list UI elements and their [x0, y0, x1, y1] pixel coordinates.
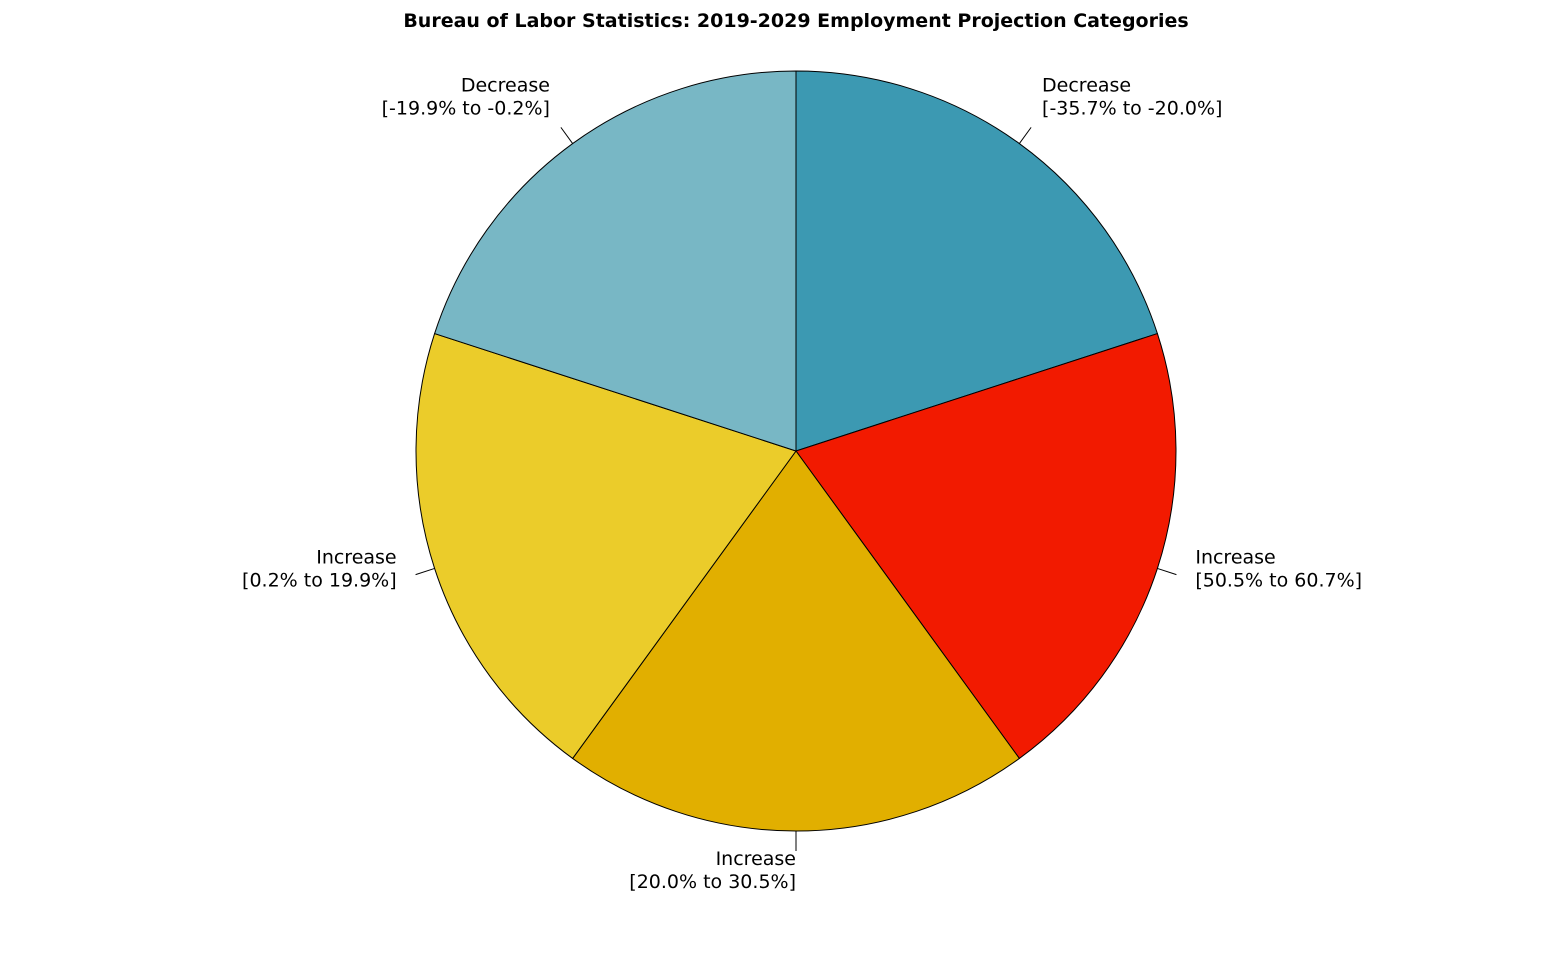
slice-label-tick — [1018, 127, 1032, 144]
pie-slice — [433, 70, 797, 452]
pie-slices — [415, 70, 1177, 832]
slice-label-category: Increase — [716, 848, 796, 870]
slice-label-category: Increase — [1195, 546, 1275, 568]
slice-label-range: [0.2% to 19.9%] — [242, 569, 397, 591]
pie-slice — [795, 70, 1159, 452]
slice-label-range: [-19.9% to -0.2%] — [382, 98, 550, 120]
slice-label-range: [20.0% to 30.5%] — [629, 871, 796, 893]
pie-slice — [415, 332, 797, 760]
slice-label-range: [50.5% to 60.7%] — [1195, 569, 1362, 591]
slice-label-tick — [415, 567, 435, 576]
slice-label-tick — [1157, 567, 1177, 576]
slice-label-range: [-35.7% to -20.0%] — [1042, 98, 1222, 120]
pie-labels: Decrease[-35.7% to -20.0%]Increase[50.5%… — [242, 75, 1362, 893]
slice-label-category: Decrease — [461, 75, 550, 97]
chart-title: Bureau of Labor Statistics: 2019-2029 Em… — [403, 10, 1188, 32]
slice-label-category: Increase — [316, 546, 396, 568]
slice-label-category: Decrease — [1042, 75, 1131, 97]
slice-label-tick — [560, 127, 574, 144]
pie-slice — [795, 332, 1177, 760]
